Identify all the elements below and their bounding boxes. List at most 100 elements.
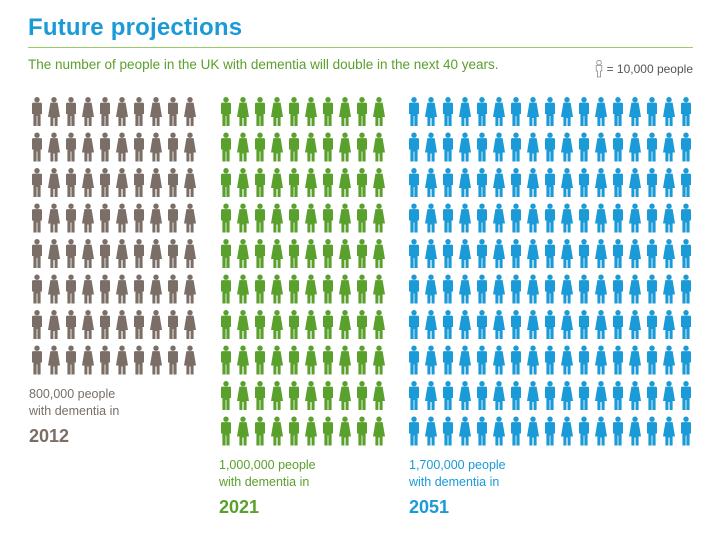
person-male-icon [168, 97, 178, 126]
person-female-icon [305, 381, 317, 410]
person-male-icon [134, 168, 144, 197]
caption-count: 1,700,000 people [409, 458, 506, 472]
person-male-icon [168, 345, 178, 375]
person-female-icon [663, 203, 675, 233]
title-divider [28, 47, 693, 48]
person-male-icon [647, 97, 657, 126]
person-female-icon [373, 416, 385, 446]
person-female-icon [184, 132, 196, 162]
person-female-icon [373, 345, 385, 375]
person-male-icon [579, 310, 589, 339]
person-male-icon [168, 203, 178, 233]
person-female-icon [116, 345, 128, 375]
person-male-icon [100, 203, 110, 233]
person-female-icon [271, 168, 283, 197]
person-male-icon [289, 274, 299, 304]
person-male-icon [511, 97, 521, 126]
legend-label: = 10,000 people [606, 62, 693, 76]
person-male-icon [221, 274, 231, 304]
person-female-icon [271, 416, 283, 446]
caption-year: 2021 [219, 497, 260, 517]
person-male-icon [357, 97, 367, 126]
person-male-icon [357, 416, 367, 446]
person-male-icon [289, 381, 299, 410]
person-female-icon [493, 239, 505, 268]
person-female-icon [339, 345, 351, 375]
person-male-icon [32, 203, 42, 233]
person-female-icon [48, 97, 60, 126]
person-female-icon [48, 132, 60, 162]
person-female-icon [595, 239, 607, 268]
person-female-icon [459, 239, 471, 268]
person-male-icon [66, 239, 76, 268]
person-female-icon [237, 97, 249, 126]
person-male-icon [323, 345, 333, 375]
person-male-icon [168, 132, 178, 162]
person-male-icon [168, 310, 178, 339]
person-male-icon [477, 168, 487, 197]
person-male-icon [357, 239, 367, 268]
person-male-icon [168, 239, 178, 268]
person-male-icon [255, 239, 265, 268]
person-male-icon [545, 416, 555, 446]
person-female-icon [82, 203, 94, 233]
person-male-icon [323, 416, 333, 446]
person-female-icon [561, 274, 573, 304]
person-female-icon [82, 132, 94, 162]
person-female-icon [82, 239, 94, 268]
person-female-icon [629, 97, 641, 126]
person-male-icon [289, 132, 299, 162]
person-female-icon [629, 132, 641, 162]
person-female-icon [493, 416, 505, 446]
person-female-icon [663, 274, 675, 304]
person-male-icon [579, 132, 589, 162]
person-male-icon [255, 345, 265, 375]
person-female-icon [561, 345, 573, 375]
person-female-icon [425, 97, 437, 126]
person-female-icon [663, 381, 675, 410]
person-female-icon [527, 416, 539, 446]
person-female-icon [305, 274, 317, 304]
person-male-icon [255, 132, 265, 162]
person-male-icon [255, 97, 265, 126]
person-male-icon [647, 416, 657, 446]
person-male-icon [323, 381, 333, 410]
person-male-icon [443, 97, 453, 126]
person-female-icon [150, 203, 162, 233]
person-female-icon [493, 168, 505, 197]
person-male-icon [613, 310, 623, 339]
person-female-icon [305, 132, 317, 162]
person-female-icon [48, 274, 60, 304]
caption-text: with dementia in [219, 475, 310, 489]
person-male-icon [168, 168, 178, 197]
person-female-icon [373, 310, 385, 339]
chart-subtitle: The number of people in the UK with deme… [28, 57, 499, 72]
person-male-icon [289, 168, 299, 197]
person-female-icon [305, 345, 317, 375]
person-male-icon [477, 274, 487, 304]
legend: = 10,000 people [594, 60, 693, 78]
person-female-icon [595, 132, 607, 162]
person-female-icon [237, 168, 249, 197]
person-male-icon [409, 168, 419, 197]
person-male-icon [357, 274, 367, 304]
person-male-icon [511, 203, 521, 233]
caption-text: with dementia in [29, 404, 120, 418]
person-female-icon [48, 345, 60, 375]
person-male-icon [409, 97, 419, 126]
person-male-icon [221, 239, 231, 268]
person-female-icon [237, 310, 249, 339]
person-male-icon [681, 416, 691, 446]
person-female-icon [237, 203, 249, 233]
person-female-icon [527, 97, 539, 126]
person-male-icon [255, 168, 265, 197]
person-female-icon [184, 203, 196, 233]
person-female-icon [527, 132, 539, 162]
person-female-icon [150, 97, 162, 126]
person-female-icon [237, 274, 249, 304]
person-male-icon [647, 203, 657, 233]
person-male-icon [681, 345, 691, 375]
person-female-icon [339, 132, 351, 162]
person-male-icon [545, 239, 555, 268]
